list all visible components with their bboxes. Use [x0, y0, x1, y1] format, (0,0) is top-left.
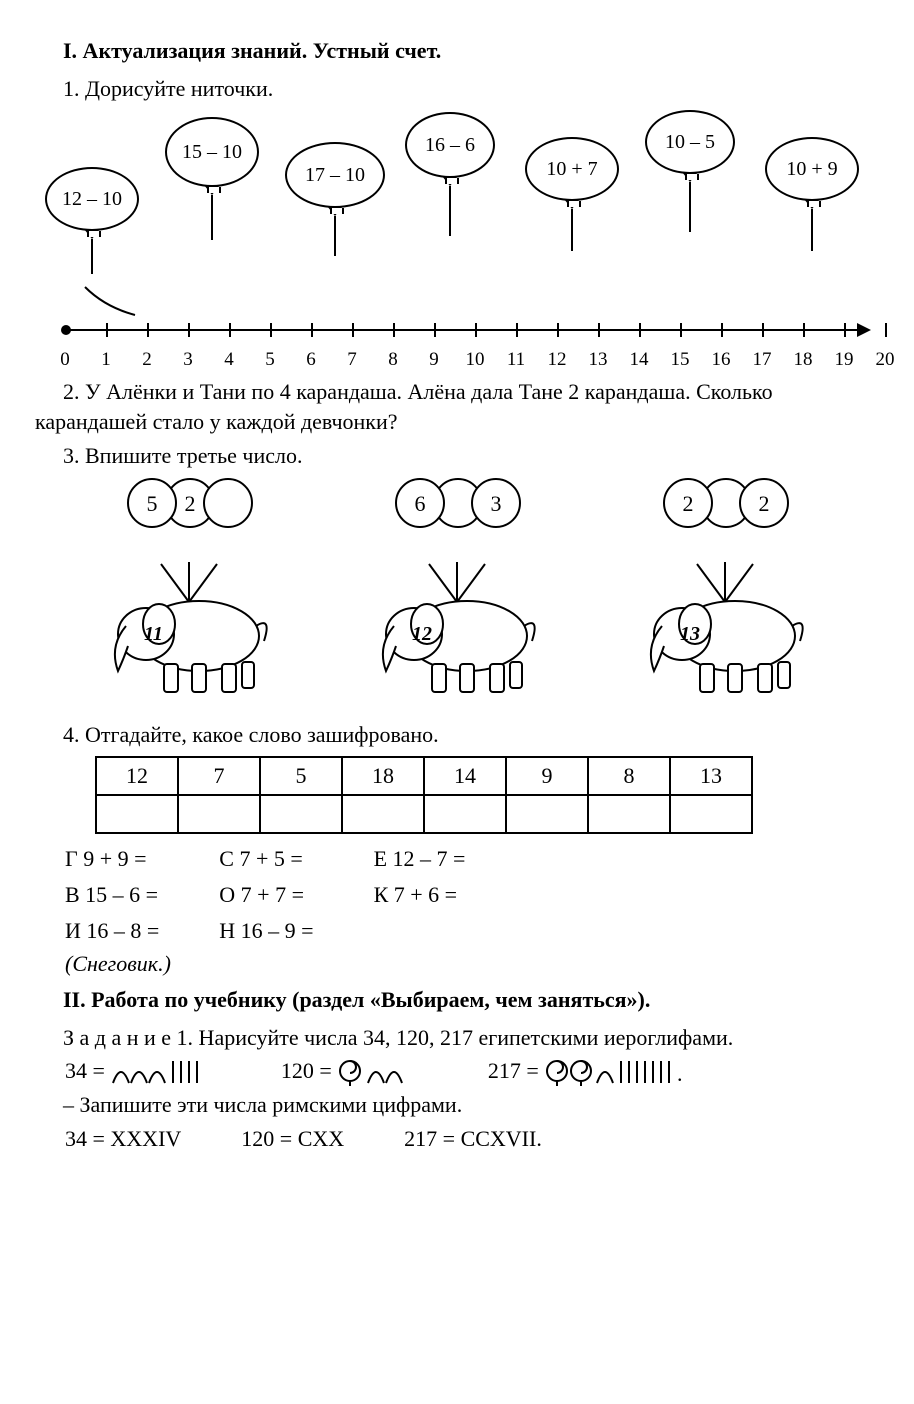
- cipher-cell-empty: [506, 795, 588, 833]
- numline-label: 15: [671, 347, 690, 373]
- elephant-icon: 12: [372, 586, 542, 701]
- task-4-answer: (Снеговик.): [65, 949, 879, 979]
- cipher-cell-empty: [342, 795, 424, 833]
- numline-label: 10: [466, 347, 485, 373]
- roman-b: 120 = CXX: [241, 1124, 344, 1154]
- cipher-cell-empty: [178, 795, 260, 833]
- numline-label: 13: [589, 347, 608, 373]
- numline-label: 19: [835, 347, 854, 373]
- elephant-group: 2 5 11: [79, 478, 299, 708]
- cipher-cell: 8: [588, 757, 670, 795]
- balloon: 10 + 9: [765, 137, 859, 251]
- roman-a: 34 = XXXIV: [65, 1124, 181, 1154]
- numline-label: 14: [630, 347, 649, 373]
- equation: С 7 + 5 =: [219, 844, 313, 874]
- elephant-group: 2 2 13: [615, 478, 835, 708]
- equations: Г 9 + 9 = В 15 – 6 = И 16 – 8 = С 7 + 5 = О…: [65, 844, 879, 945]
- number-line: 01234567891011121314151617181920: [35, 317, 879, 371]
- hiero-217: .: [545, 1056, 715, 1086]
- numline-label: 20: [876, 347, 895, 373]
- hiero-34: [111, 1057, 221, 1085]
- svg-text:12: 12: [412, 623, 432, 645]
- cipher-cell-empty: [96, 795, 178, 833]
- equation: Н 16 – 9 =: [219, 916, 313, 946]
- cipher-cell: 14: [424, 757, 506, 795]
- balloon-curve-connector: [65, 287, 914, 317]
- balloons-row: 12 – 10 15 – 10 17 – 10 16 – 6 10 + 7 10…: [35, 107, 879, 287]
- hiero-a-label: 34 =: [65, 1056, 105, 1086]
- balloon: 15 – 10: [165, 117, 259, 240]
- numline-label: 18: [794, 347, 813, 373]
- balloon: 17 – 10: [285, 142, 385, 256]
- numline-label: 4: [224, 347, 234, 373]
- roman-intro: – Запишите эти числа римскими цифрами.: [35, 1090, 879, 1120]
- svg-text:11: 11: [144, 623, 163, 645]
- section-2-title: II. Работа по учебнику (раздел «Выбираем…: [35, 985, 879, 1015]
- cipher-cell: 5: [260, 757, 342, 795]
- elephant-icon: 13: [640, 586, 810, 701]
- roman-row: 34 = XXXIV 120 = CXX 217 = CCXVII.: [65, 1124, 879, 1154]
- elephants-row: 2 5 11 6 3: [55, 478, 859, 708]
- task-s2-1: З а д а н и е 1. Нарисуйте числа 34, 120…: [35, 1023, 879, 1053]
- equation: Е 12 – 7 =: [374, 844, 466, 874]
- numline-label: 7: [347, 347, 357, 373]
- balloon: 12 – 10: [45, 167, 139, 274]
- svg-text:.: .: [677, 1061, 683, 1086]
- numline-label: 6: [306, 347, 316, 373]
- hiero-b-label: 120 =: [281, 1056, 332, 1086]
- numline-label: 8: [388, 347, 398, 373]
- cipher-cell: 12: [96, 757, 178, 795]
- task-2-text: 2. У Алёнки и Тани по 4 карандаша. Алёна…: [35, 377, 879, 436]
- section-1-title: I. Актуализация знаний. Устный счет.: [35, 36, 879, 66]
- cipher-cell: 18: [342, 757, 424, 795]
- numline-label: 3: [183, 347, 193, 373]
- numline-label: 12: [548, 347, 567, 373]
- numline-label: 16: [712, 347, 731, 373]
- numline-label: 5: [265, 347, 275, 373]
- cipher-cell-empty: [260, 795, 342, 833]
- elephant-icon: 11: [104, 586, 274, 701]
- cipher-cell-empty: [588, 795, 670, 833]
- equation: И 16 – 8 =: [65, 916, 159, 946]
- cipher-cell: 13: [670, 757, 752, 795]
- task-3-text: 3. Впишите третье число.: [35, 441, 879, 471]
- task-1-text: 1. Дорисуйте ниточки.: [35, 74, 879, 104]
- balloon: 10 + 7: [525, 137, 619, 251]
- equation: К 7 + 6 =: [374, 880, 466, 910]
- equation: Г 9 + 9 =: [65, 844, 159, 874]
- cipher-cell-empty: [670, 795, 752, 833]
- numline-label: 9: [429, 347, 439, 373]
- svg-text:13: 13: [680, 623, 700, 645]
- cipher-table: 127518149813: [95, 756, 753, 834]
- cipher-cell-empty: [424, 795, 506, 833]
- hieroglyph-row: 34 = 120 = 217 =: [65, 1056, 879, 1086]
- numline-label: 0: [60, 347, 70, 373]
- elephant-group: 6 3 12: [347, 478, 567, 708]
- numline-label: 1: [101, 347, 111, 373]
- hiero-120: [338, 1056, 428, 1086]
- task-4-text: 4. Отгадайте, какое слово зашифровано.: [35, 720, 879, 750]
- equation: О 7 + 7 =: [219, 880, 313, 910]
- numline-label: 2: [142, 347, 152, 373]
- equation: В 15 – 6 =: [65, 880, 159, 910]
- cipher-cell: 7: [178, 757, 260, 795]
- cipher-cell: 9: [506, 757, 588, 795]
- hiero-c-label: 217 =: [488, 1056, 539, 1086]
- numline-label: 11: [507, 347, 525, 373]
- numline-label: 17: [753, 347, 772, 373]
- roman-c: 217 = CCXVII.: [404, 1124, 542, 1154]
- balloon: 16 – 6: [405, 112, 495, 236]
- balloon: 10 – 5: [645, 110, 735, 232]
